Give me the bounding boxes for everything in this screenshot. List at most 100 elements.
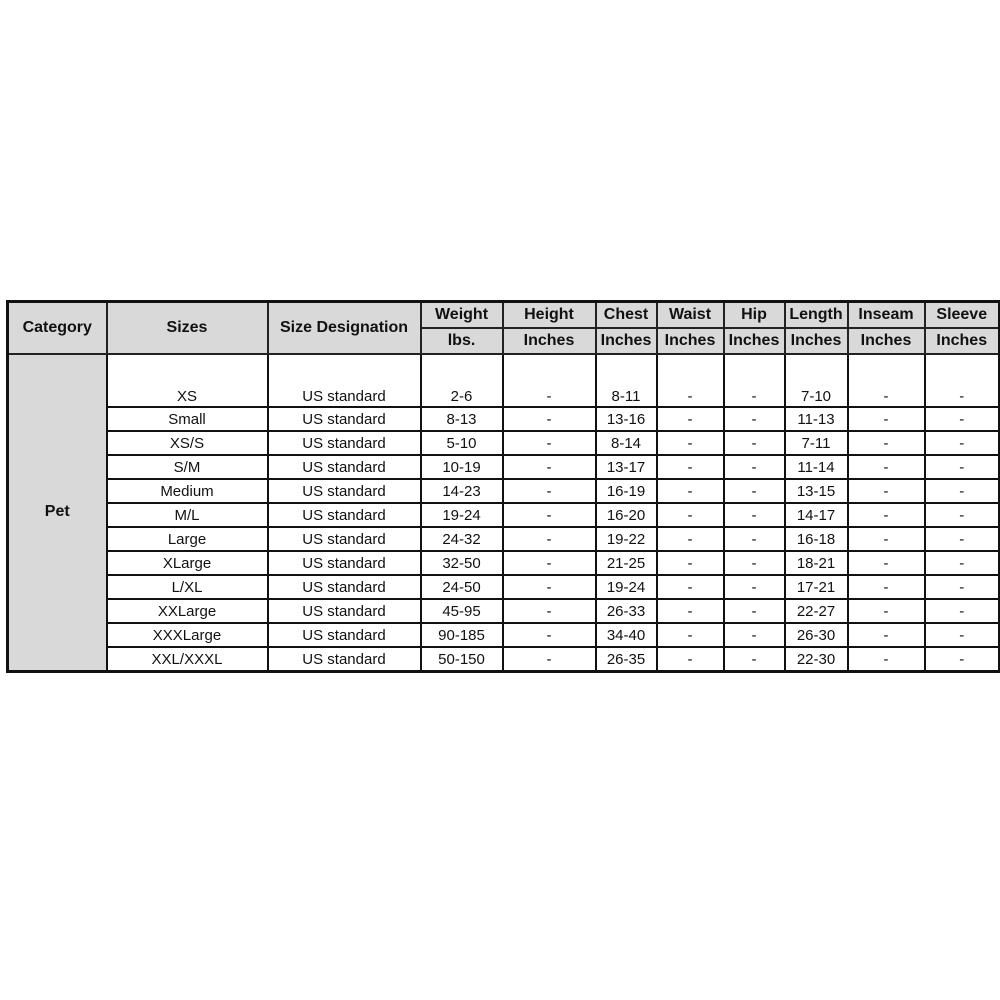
cell-size-designation: US standard	[266, 478, 422, 504]
cell-inseam: -	[846, 430, 926, 456]
cell-length: 13-15	[783, 478, 849, 504]
cell-weight: 10-19	[419, 454, 504, 480]
cell-hip: -	[722, 430, 786, 456]
cell-size-designation: US standard	[266, 353, 422, 408]
cell-length: 14-17	[783, 502, 849, 528]
cell-weight: 19-24	[419, 502, 504, 528]
cell-chest: 21-25	[594, 550, 658, 576]
header-hip: Hip	[722, 300, 786, 329]
cell-waist: -	[655, 526, 725, 552]
cell-waist: -	[655, 646, 725, 673]
cell-height: -	[501, 622, 597, 648]
cell-size: S/M	[105, 454, 269, 480]
cell-length: 26-30	[783, 622, 849, 648]
cell-size: XLarge	[105, 550, 269, 576]
cell-waist: -	[655, 622, 725, 648]
cell-waist: -	[655, 502, 725, 528]
cell-inseam: -	[846, 526, 926, 552]
header-weight: Weight	[419, 300, 504, 329]
cell-waist: -	[655, 353, 725, 408]
cell-chest: 16-19	[594, 478, 658, 504]
cell-hip: -	[722, 598, 786, 624]
cell-size: Medium	[105, 478, 269, 504]
cell-hip: -	[722, 478, 786, 504]
cell-size-designation: US standard	[266, 574, 422, 600]
cell-size-designation: US standard	[266, 550, 422, 576]
cell-size: M/L	[105, 502, 269, 528]
cell-sleeve: -	[923, 622, 1000, 648]
header-unit-sleeve: Inches	[923, 327, 1000, 355]
cell-hip: -	[722, 574, 786, 600]
cell-sleeve: -	[923, 406, 1000, 432]
cell-size: XXXLarge	[105, 622, 269, 648]
cell-inseam: -	[846, 454, 926, 480]
cell-chest: 13-17	[594, 454, 658, 480]
cell-height: -	[501, 574, 597, 600]
cell-length: 17-21	[783, 574, 849, 600]
cell-height: -	[501, 478, 597, 504]
cell-hip: -	[722, 622, 786, 648]
cell-size-designation: US standard	[266, 454, 422, 480]
header-unit-chest: Inches	[594, 327, 658, 355]
cell-waist: -	[655, 430, 725, 456]
cell-size-designation: US standard	[266, 646, 422, 673]
cell-height: -	[501, 550, 597, 576]
table-row: XLarge US standard 32-50-21-25- -18-21- -	[8, 550, 1000, 576]
cell-weight: 24-50	[419, 574, 504, 600]
table-body: Pet XS US standard 2-6-8-11- -7-10- - Small US …	[6, 353, 1000, 673]
cell-hip: -	[722, 406, 786, 432]
cell-inseam: -	[846, 622, 926, 648]
cell-chest: 16-20	[594, 502, 658, 528]
table-row: Medium US standard 14-23-16-19- -13-15- -	[8, 478, 1000, 504]
cell-size: XXLarge	[105, 598, 269, 624]
header-unit-hip: Inches	[722, 327, 786, 355]
header-sleeve: Sleeve	[923, 300, 1000, 329]
header-unit-waist: Inches	[655, 327, 725, 355]
header-waist: Waist	[655, 300, 725, 329]
header-length: Length	[783, 300, 849, 329]
cell-weight: 50-150	[419, 646, 504, 673]
cell-sleeve: -	[923, 646, 1000, 673]
cell-height: -	[501, 646, 597, 673]
cell-weight: 45-95	[419, 598, 504, 624]
cell-inseam: -	[846, 478, 926, 504]
cell-waist: -	[655, 574, 725, 600]
header-unit-length: Inches	[783, 327, 849, 355]
cell-inseam: -	[846, 574, 926, 600]
cell-sleeve: -	[923, 430, 1000, 456]
cell-size-designation: US standard	[266, 526, 422, 552]
cell-inseam: -	[846, 598, 926, 624]
cell-length: 11-14	[783, 454, 849, 480]
cell-waist: -	[655, 550, 725, 576]
cell-sleeve: -	[923, 526, 1000, 552]
cell-inseam: -	[846, 550, 926, 576]
cell-height: -	[501, 406, 597, 432]
cell-height: -	[501, 353, 597, 408]
cell-height: -	[501, 454, 597, 480]
cell-inseam: -	[846, 646, 926, 673]
table-row: XS/S US standard 5-10-8-14- -7-11- -	[8, 430, 1000, 456]
cell-hip: -	[722, 454, 786, 480]
cell-waist: -	[655, 454, 725, 480]
table-row: L/XL US standard 24-50-19-24- -17-21- -	[8, 574, 1000, 600]
header-size-designation: Size Designation	[266, 300, 422, 355]
cell-chest: 19-24	[594, 574, 658, 600]
cell-hip: -	[722, 502, 786, 528]
cell-size-designation: US standard	[266, 430, 422, 456]
header-sizes: Sizes	[105, 300, 269, 355]
cell-weight: 90-185	[419, 622, 504, 648]
cell-length: 11-13	[783, 406, 849, 432]
cell-waist: -	[655, 478, 725, 504]
cell-weight: 24-32	[419, 526, 504, 552]
cell-length: 22-27	[783, 598, 849, 624]
cell-inseam: -	[846, 353, 926, 408]
cell-height: -	[501, 526, 597, 552]
cell-chest: 13-16	[594, 406, 658, 432]
cell-height: -	[501, 502, 597, 528]
table-row: Pet XS US standard 2-6-8-11- -7-10- -	[6, 353, 1000, 673]
cell-size: Small	[105, 406, 269, 432]
cell-sleeve: -	[923, 454, 1000, 480]
cell-waist: -	[655, 406, 725, 432]
cell-height: -	[501, 430, 597, 456]
cell-chest: 26-33	[594, 598, 658, 624]
